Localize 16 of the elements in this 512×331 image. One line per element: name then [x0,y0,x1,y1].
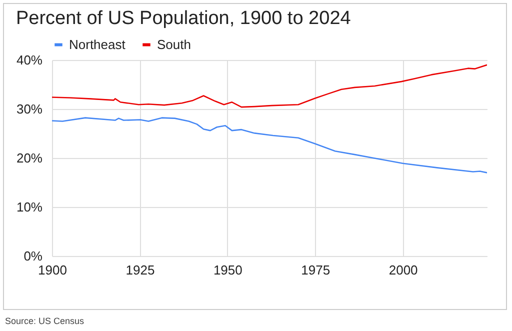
chart-title: Percent of US Population, 1900 to 2024 [16,8,352,29]
x-tick-label: 1975 [301,262,330,278]
x-tick-label: 1925 [126,262,155,278]
y-tick-label: 10% [16,200,43,214]
legend-label: South [157,36,191,52]
y-tick-label: 0% [24,248,43,264]
line-series [52,64,487,108]
x-tick-label: 2000 [388,262,418,278]
y-tick-label: 40% [16,52,43,68]
legend-label: Northeast [69,36,126,52]
x-tick-label: 1950 [213,262,242,278]
x-tick-label: 1900 [38,262,67,278]
line-series [52,117,487,174]
y-tick-label: 30% [16,102,43,116]
y-tick-label: 20% [16,150,43,166]
source-note: Source: US Census [5,316,84,326]
